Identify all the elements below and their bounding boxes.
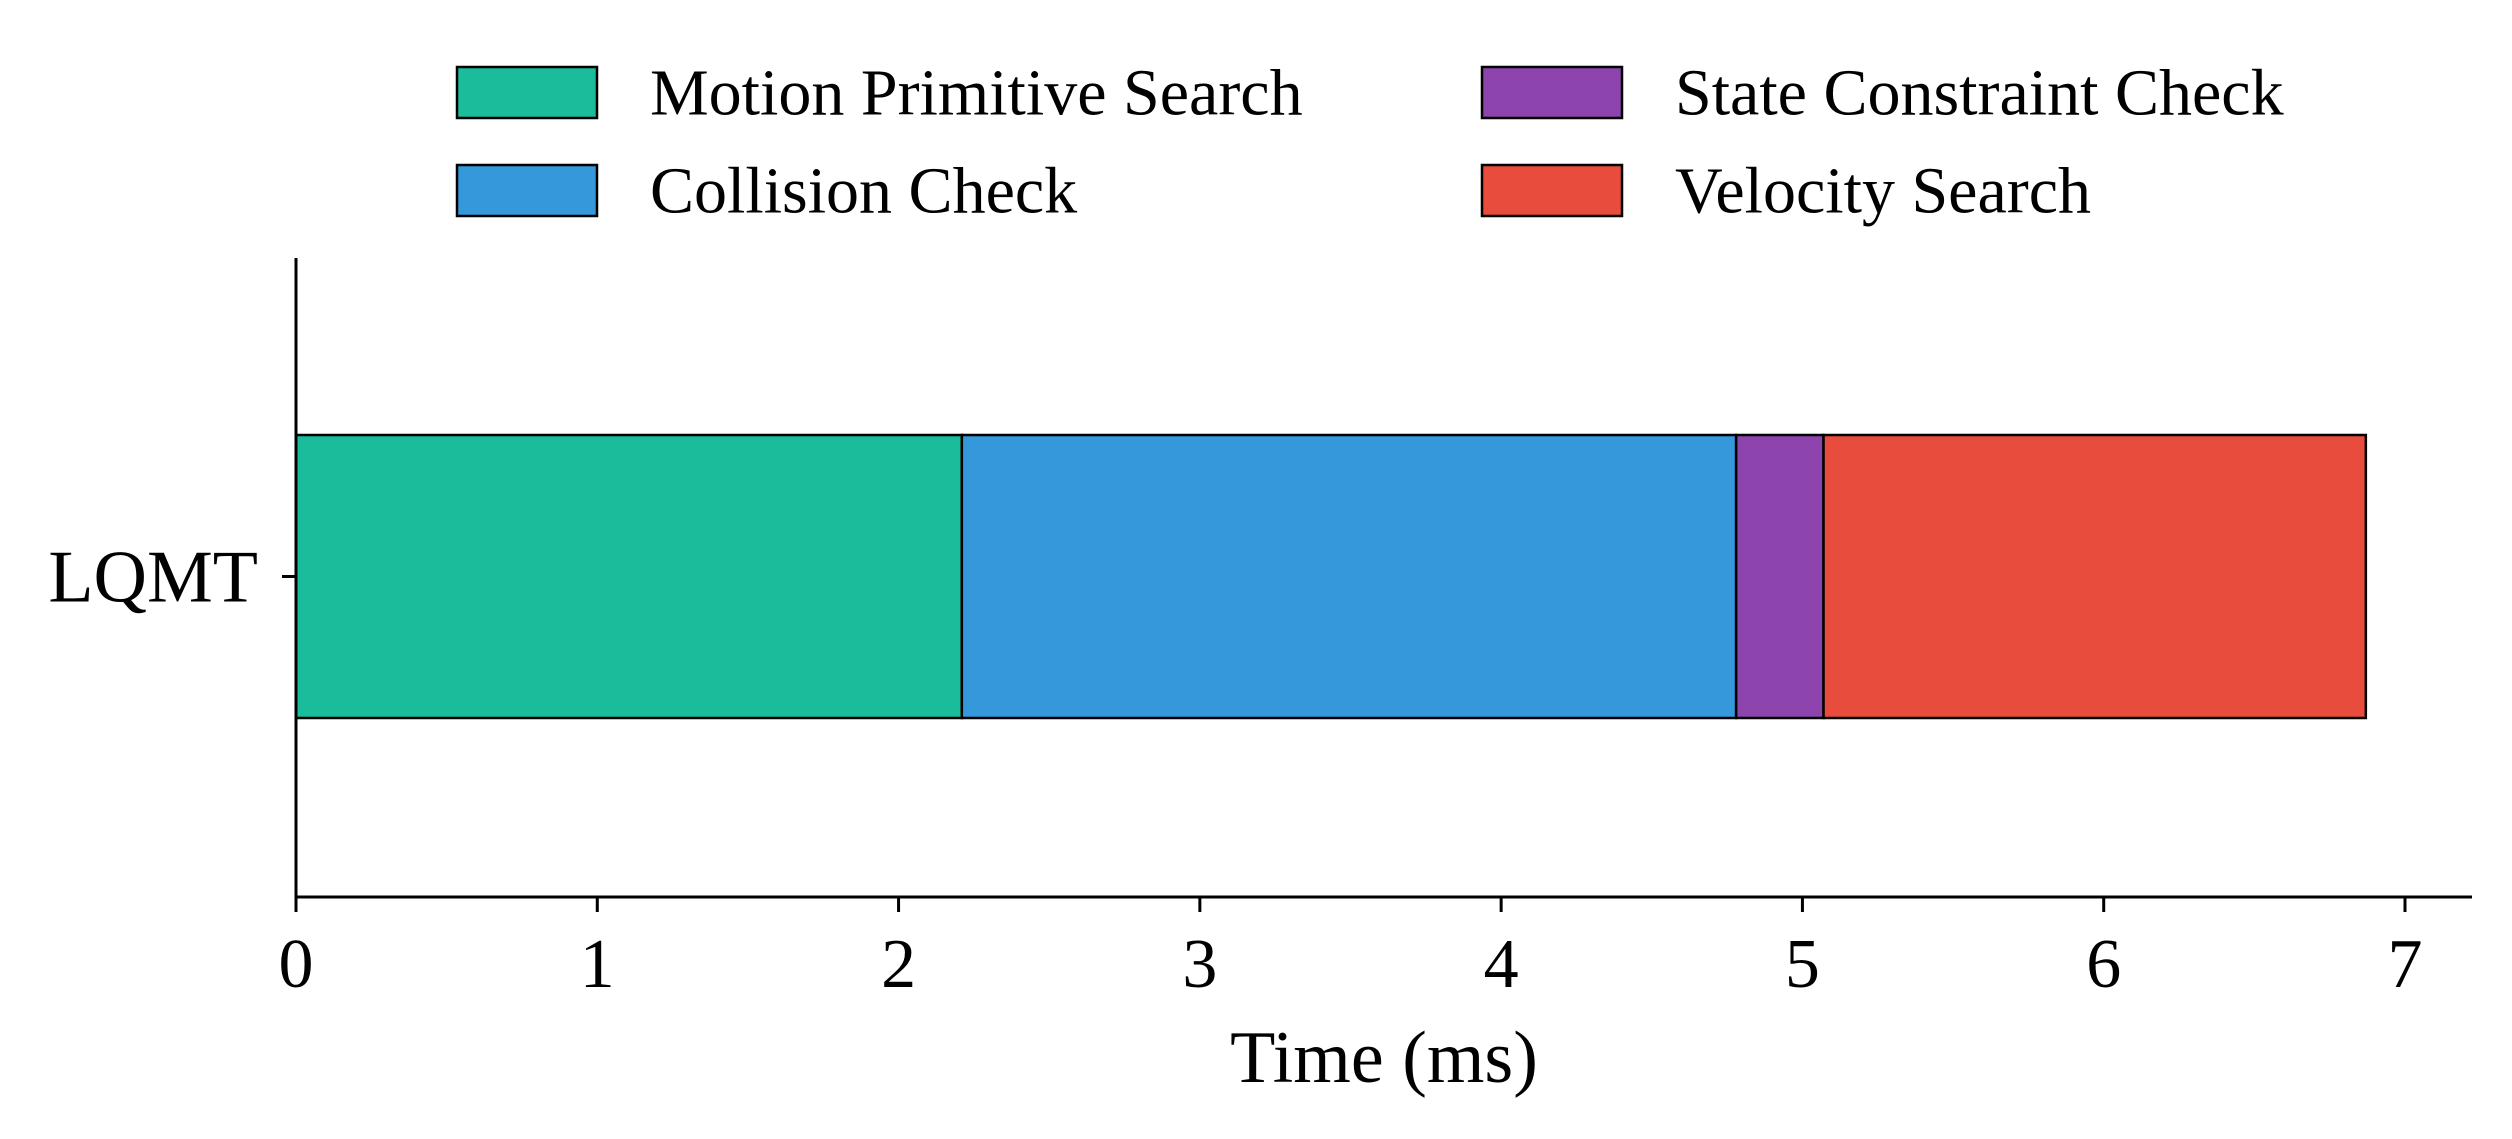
bar-segment-state-constraint-check (1734, 433, 1825, 720)
y-categories: LQMT (48, 537, 296, 619)
x-tick-label: 6 (2086, 926, 2121, 1003)
x-tick-label: 2 (881, 926, 916, 1003)
x-axis-title: Time (ms) (1230, 1017, 1538, 1099)
legend-label: Velocity Search (1675, 155, 2091, 228)
x-tick-label: 4 (1484, 926, 1519, 1003)
bar-segment-collision-check (960, 433, 1738, 720)
legend: Motion Primitive Search Collision Check St… (455, 57, 2284, 228)
legend-label: Motion Primitive Search (650, 57, 1303, 130)
legend-swatch (1480, 65, 1624, 120)
x-tick-label: 7 (2388, 926, 2423, 1003)
bar-segment-velocity-search (1822, 433, 2368, 720)
legend-swatch (455, 65, 599, 120)
legend-swatch (1480, 163, 1624, 218)
y-category-label: LQMT (48, 537, 258, 619)
bar-segment-motion-primitive-search (294, 433, 964, 720)
legend-label: State Constraint Check (1675, 57, 2284, 130)
x-ticks: 0 1 2 3 4 5 6 7 (279, 897, 2423, 1003)
x-tick-label: 0 (279, 926, 314, 1003)
x-tick-label: 1 (580, 926, 615, 1003)
legend-label: Collision Check (650, 155, 1077, 228)
bars (294, 433, 2368, 720)
x-tick-label: 3 (1182, 926, 1217, 1003)
legend-swatch (455, 163, 599, 218)
x-tick-label: 5 (1785, 926, 1820, 1003)
